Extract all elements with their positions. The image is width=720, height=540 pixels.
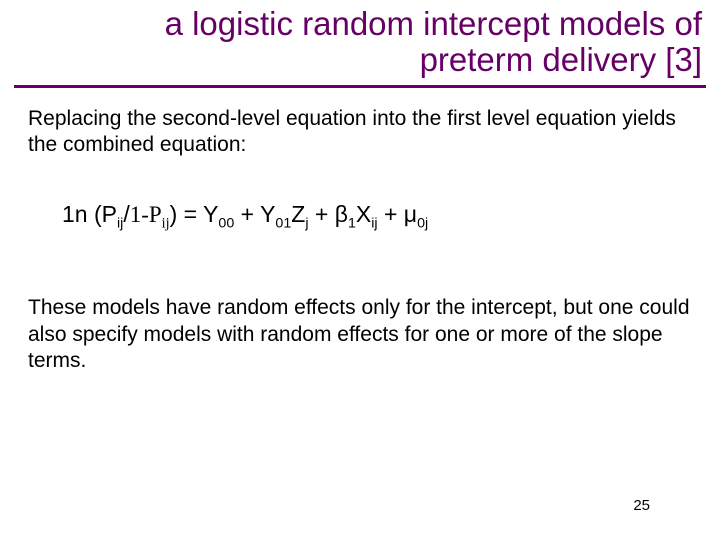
eqn-t2a-sub: 01: [275, 216, 291, 232]
eqn-t3b: X: [356, 201, 371, 227]
eqn-t1-sub: 00: [218, 216, 234, 232]
eqn-t3a: β: [335, 201, 348, 227]
eqn-t2b: Z: [291, 201, 305, 227]
combined-equation: 1n (Pij/1-Pij) = Y00 + Y01Zj + β1Xij + μ…: [62, 198, 692, 231]
eqn-plus3: +: [378, 201, 404, 227]
eqn-lhs-sub2: ij: [162, 216, 170, 232]
eqn-t3a-sub: 1: [348, 216, 356, 232]
slide-body: Replacing the second-level equation into…: [0, 88, 720, 374]
eqn-lhs-close: ) =: [170, 201, 203, 227]
eqn-plus1: +: [234, 201, 260, 227]
eqn-plus2: +: [309, 201, 335, 227]
closing-paragraph: These models have random effects only fo…: [28, 295, 692, 374]
slide-title: a logistic random intercept models of pr…: [0, 0, 720, 81]
eqn-t4: μ: [404, 201, 417, 227]
eqn-t2a: Y: [260, 201, 275, 227]
slide: a logistic random intercept models of pr…: [0, 0, 720, 540]
title-line-1: a logistic random intercept models of: [165, 5, 702, 42]
page-number: 25: [633, 497, 650, 514]
intro-paragraph: Replacing the second-level equation into…: [28, 106, 692, 159]
eqn-t1: Y: [203, 201, 218, 227]
eqn-lhs-serif: 1-P: [130, 202, 162, 227]
eqn-lhs-prefix: 1n (P: [62, 201, 117, 227]
eqn-t4-sub: 0j: [417, 216, 428, 232]
title-line-2: preterm delivery [3]: [420, 41, 702, 78]
